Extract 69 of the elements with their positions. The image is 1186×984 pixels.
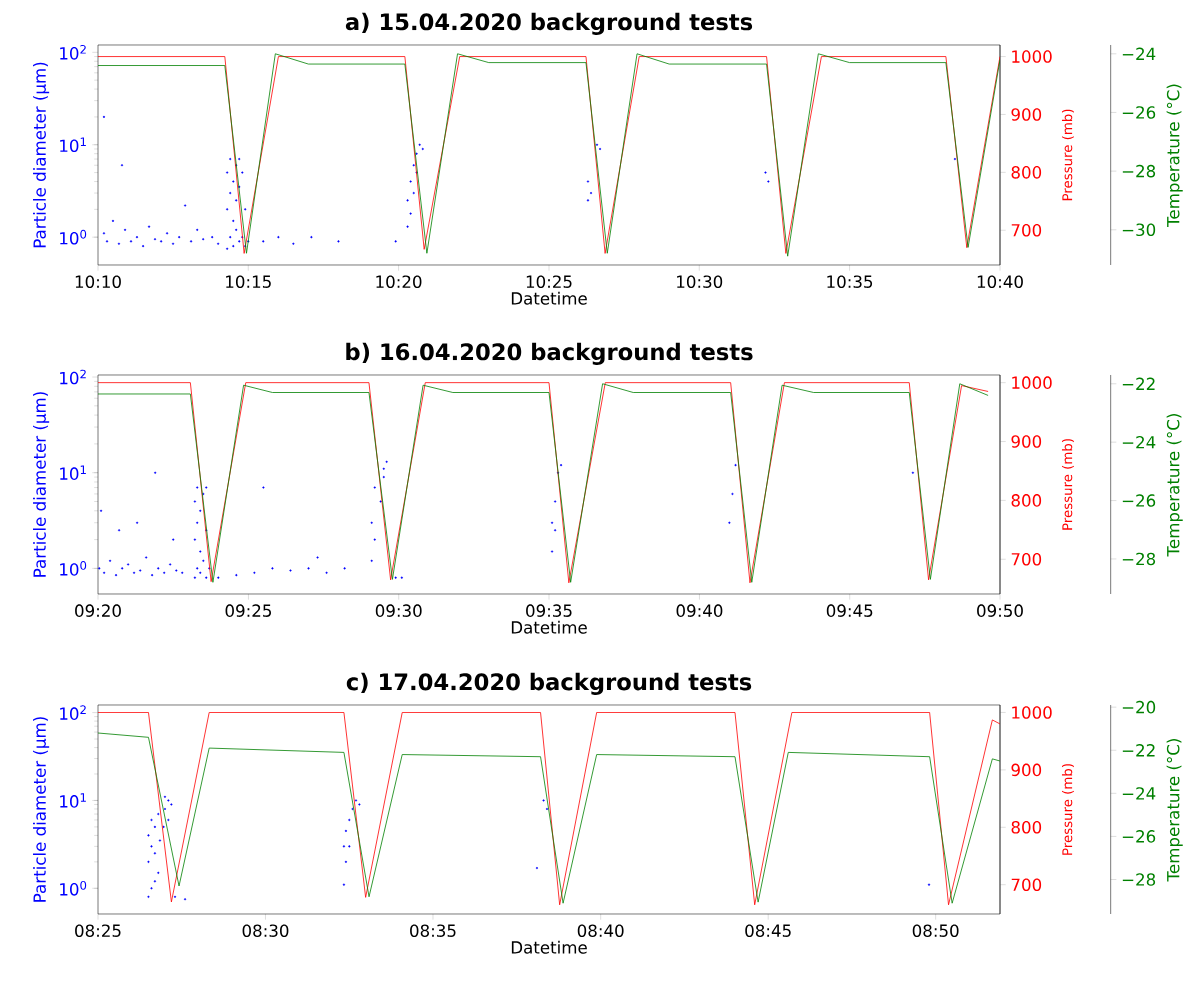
- y3-axis-title: Temperature (°C): [1166, 414, 1183, 557]
- chart-title: a) 15.04.2020 background tests: [345, 12, 753, 35]
- y-tick-label: 10$^{2}$: [60, 44, 86, 60]
- y-axis-title: Particle diameter (µm): [33, 392, 50, 577]
- x-tick-label: 10:30: [677, 275, 723, 288]
- y-axis-title: Particle diameter (µm): [33, 62, 50, 248]
- y3-axis-title: Temperature (°C): [1166, 739, 1183, 882]
- x-tick-label: 08:40: [577, 924, 624, 937]
- x-tick-label: 08:45: [745, 924, 791, 937]
- y3-tick-label: −28: [1122, 552, 1156, 566]
- x-tick-label: 09:40: [676, 604, 723, 617]
- y-tick-label: 10$^{0}$: [60, 229, 87, 245]
- y2-tick-label: 800: [1011, 166, 1042, 179]
- x-tick-label: 10:20: [376, 275, 422, 288]
- y2-tick-label: 1000: [1012, 706, 1052, 719]
- x-tick-label: 08:50: [912, 924, 959, 937]
- y2-axis-title: Pressure (mb): [1061, 439, 1074, 530]
- y2-tick-label: 800: [1011, 494, 1042, 507]
- x-tick-label: 08:25: [75, 924, 121, 937]
- chart-title: c) 17.04.2020 background tests: [346, 672, 752, 695]
- y3-tick-label: −26: [1122, 494, 1156, 507]
- y-tick-label: 10$^{1}$: [60, 465, 86, 480]
- chart-title: b) 16.04.2020 background tests: [346, 342, 753, 365]
- x-tick-label: 10:40: [977, 275, 1023, 288]
- x-tick-label: 09:50: [977, 604, 1023, 617]
- y3-tick-label: −26: [1122, 106, 1156, 119]
- y2-tick-label: 900: [1011, 763, 1042, 777]
- y3-axis-title: Temperature (°C): [1166, 84, 1183, 227]
- y3-tick-label: −24: [1122, 787, 1156, 800]
- y3-tick-label: −22: [1122, 744, 1155, 757]
- y-tick-label: 10$^{2}$: [60, 369, 86, 385]
- x-axis-title: Datetime: [511, 620, 587, 634]
- x-tick-label: 08:30: [242, 924, 289, 937]
- x-tick-label: 09:25: [225, 604, 271, 617]
- y-axis-title: Particle diameter (µm): [33, 717, 50, 902]
- y3-tick-label: −24: [1122, 435, 1156, 449]
- y3-tick-label: −28: [1122, 873, 1156, 886]
- x-tick-label: 08:35: [410, 924, 456, 937]
- y-tick-label: 10$^{0}$: [60, 561, 87, 576]
- y2-tick-label: 900: [1011, 108, 1042, 121]
- y3-tick-label: −22: [1122, 377, 1155, 390]
- y2-tick-label: 700: [1011, 878, 1042, 892]
- x-tick-label: 09:35: [526, 604, 572, 617]
- y2-tick-label: 1000: [1012, 376, 1052, 389]
- x-tick-label: 10:35: [827, 275, 873, 288]
- x-axis-title: Datetime: [511, 291, 587, 305]
- y2-tick-label: 900: [1011, 435, 1042, 448]
- y2-axis-title: Pressure (mb): [1061, 764, 1074, 855]
- x-tick-label: 10:25: [526, 275, 572, 288]
- y3-tick-label: −30: [1122, 223, 1156, 237]
- y3-tick-label: −20: [1122, 700, 1156, 714]
- y2-tick-label: 1000: [1012, 50, 1052, 63]
- x-tick-label: 10:15: [226, 275, 271, 288]
- y-tick-label: 10$^{2}$: [60, 705, 86, 720]
- y3-tick-label: −26: [1122, 830, 1156, 843]
- x-tick-label: 09:30: [375, 604, 422, 617]
- y-tick-label: 10$^{1}$: [60, 793, 86, 808]
- y2-tick-label: 700: [1011, 223, 1042, 237]
- y2-tick-label: 800: [1011, 820, 1042, 834]
- y2-tick-label: 700: [1011, 552, 1042, 566]
- y3-tick-label: −28: [1122, 164, 1156, 178]
- y-tick-label: 10$^{0}$: [60, 880, 87, 896]
- y2-axis-title: Pressure (mb): [1061, 109, 1074, 201]
- y-tick-label: 10$^{1}$: [60, 137, 86, 153]
- x-axis-title: Datetime: [511, 940, 587, 954]
- x-tick-label: 10:10: [75, 275, 121, 288]
- x-tick-label: 09:45: [826, 604, 873, 617]
- y3-tick-label: −24: [1122, 47, 1156, 60]
- x-tick-label: 09:20: [75, 604, 121, 617]
